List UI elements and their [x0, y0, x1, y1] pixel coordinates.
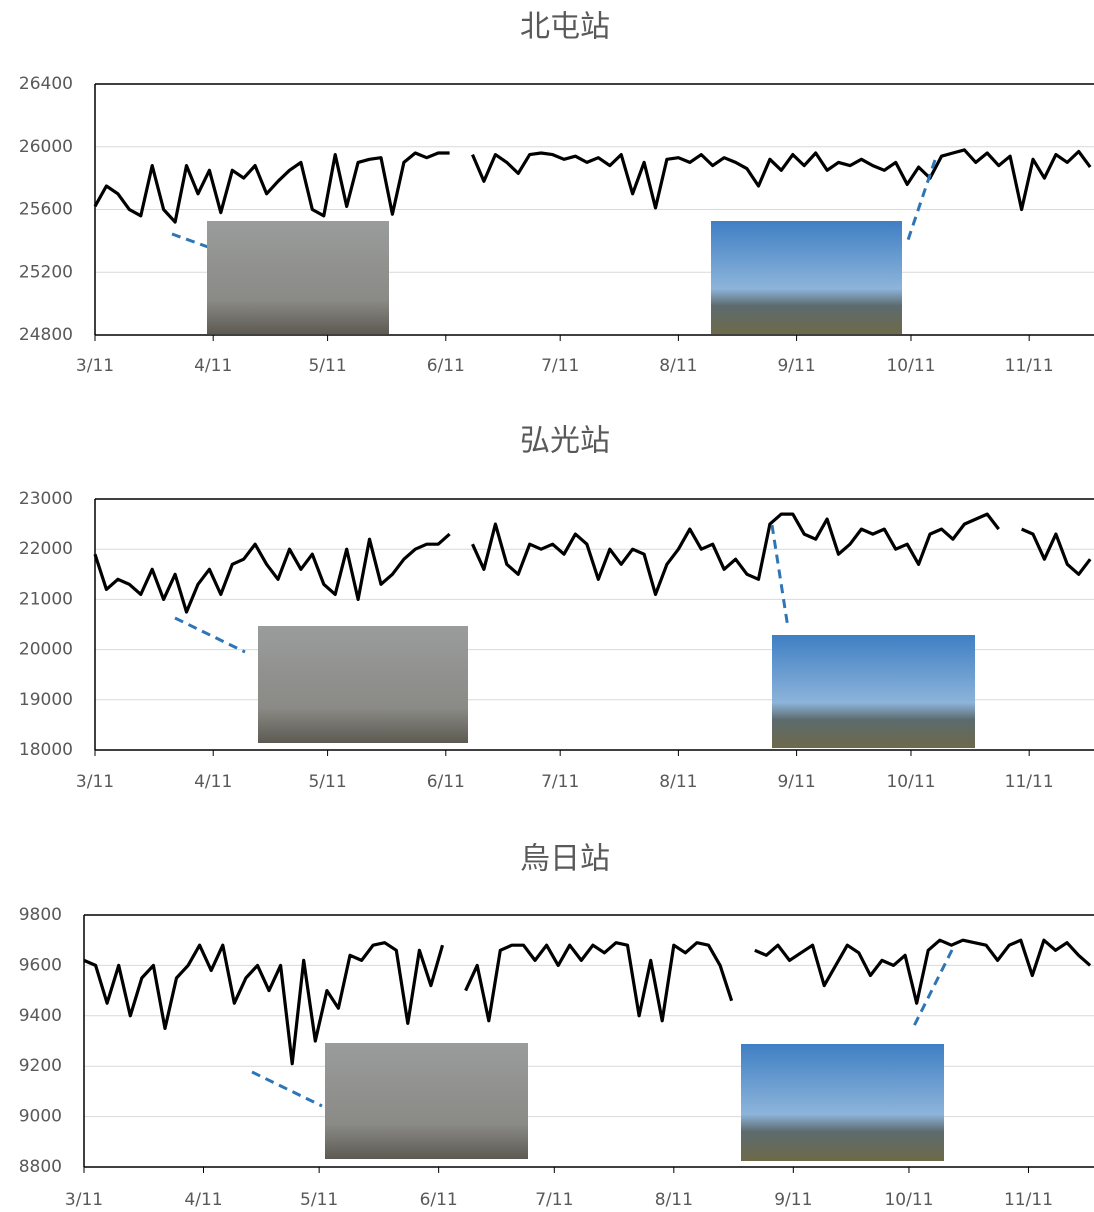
y-tick-label: 9400 [19, 1006, 62, 1026]
chart-title: 弘光站 [520, 424, 610, 459]
x-tick-label: 4/11 [184, 1190, 222, 1210]
chart-title: 北屯站 [520, 10, 610, 45]
photo-hazy [325, 1043, 528, 1159]
pointer-line [770, 524, 790, 629]
photo-hazy [258, 626, 468, 743]
x-tick-label: 8/11 [659, 356, 697, 376]
x-tick-label: 7/11 [535, 1190, 573, 1210]
photo-clear [741, 1044, 944, 1161]
data-line [93, 512, 1092, 614]
x-tick-label: 11/11 [1004, 1190, 1053, 1210]
x-tick-label: 8/11 [655, 1190, 693, 1210]
x-tick-label: 6/11 [427, 772, 465, 792]
pointer-line [251, 1070, 323, 1108]
x-tick-label: 4/11 [194, 772, 232, 792]
y-tick-label: 22000 [19, 539, 73, 559]
x-tick-label: 11/11 [1005, 772, 1054, 792]
x-tick-label: 10/11 [886, 772, 935, 792]
x-tick-label: 3/11 [76, 772, 114, 792]
photo-hazy [207, 221, 389, 334]
y-tick-label: 25600 [19, 200, 73, 220]
x-tick-label: 7/11 [541, 772, 579, 792]
photo-clear [711, 221, 902, 334]
y-tick-label: 26400 [19, 74, 73, 94]
y-tick-label: 8800 [19, 1157, 62, 1177]
y-tick-label: 23000 [19, 489, 73, 509]
x-tick-label: 8/11 [659, 772, 697, 792]
x-tick-label: 9/11 [777, 356, 815, 376]
x-tick-label: 3/11 [65, 1190, 103, 1210]
y-tick-label: 18000 [19, 740, 73, 760]
x-tick-label: 3/11 [76, 356, 114, 376]
x-tick-label: 10/11 [886, 356, 935, 376]
x-tick-label: 6/11 [420, 1190, 458, 1210]
pointer-line [171, 232, 209, 249]
y-tick-label: 21000 [19, 589, 73, 609]
pointer-line [174, 616, 246, 654]
x-tick-label: 7/11 [541, 356, 579, 376]
y-tick-label: 9200 [19, 1056, 62, 1076]
y-tick-label: 9800 [19, 905, 62, 925]
data-line [93, 148, 1092, 224]
y-tick-label: 20000 [19, 640, 73, 660]
photo-clear [772, 635, 975, 748]
x-tick-label: 10/11 [884, 1190, 933, 1210]
y-tick-label: 25200 [19, 262, 73, 282]
x-tick-label: 11/11 [1005, 356, 1054, 376]
x-tick-label: 9/11 [777, 772, 815, 792]
y-tick-label: 19000 [19, 690, 73, 710]
x-tick-label: 5/11 [300, 1190, 338, 1210]
charts: 北屯站 24800 25200 25600 26000 26400 3/11 4/11 5/11… [19, 10, 1094, 1210]
chart-title: 烏日站 [520, 842, 610, 877]
y-tick-label: 26000 [19, 137, 73, 157]
x-tick-label: 9/11 [774, 1190, 812, 1210]
inset-photos [171, 159, 975, 1161]
y-tick-label: 24800 [19, 325, 73, 345]
x-tick-label: 5/11 [308, 356, 346, 376]
x-tick-label: 5/11 [308, 772, 346, 792]
x-tick-label: 6/11 [427, 356, 465, 376]
y-tick-label: 9000 [19, 1107, 62, 1127]
data-line [83, 938, 1092, 1066]
y-tick-label: 9600 [19, 955, 62, 975]
x-tick-label: 4/11 [194, 356, 232, 376]
